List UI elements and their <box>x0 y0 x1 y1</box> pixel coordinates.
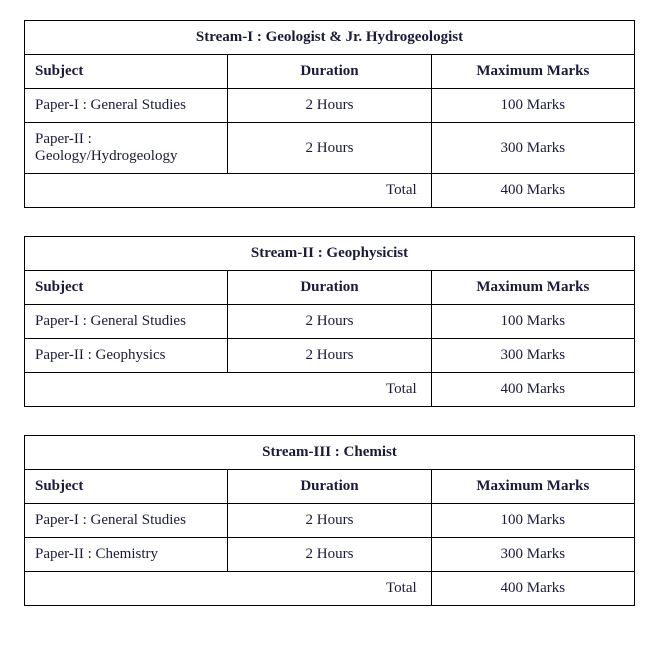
col-header-subject: Subject <box>25 271 228 305</box>
cell-marks: 100 Marks <box>431 504 634 538</box>
table-row: Paper-I : General Studies 2 Hours 100 Ma… <box>25 504 635 538</box>
stream-title-row: Stream-III : Chemist <box>25 436 635 470</box>
total-label: Total <box>25 373 432 407</box>
stream-table-2: Stream-II : Geophysicist Subject Duratio… <box>24 236 635 407</box>
table-row: Paper-II : Geology/Hydrogeology 2 Hours … <box>25 123 635 174</box>
stream-title-row: Stream-II : Geophysicist <box>25 237 635 271</box>
cell-subject: Paper-II : Geology/Hydrogeology <box>25 123 228 174</box>
col-header-marks: Maximum Marks <box>431 55 634 89</box>
total-row: Total 400 Marks <box>25 373 635 407</box>
total-row: Total 400 Marks <box>25 174 635 208</box>
total-label: Total <box>25 174 432 208</box>
stream-title: Stream-I : Geologist & Jr. Hydrogeologis… <box>25 21 635 55</box>
col-header-subject: Subject <box>25 470 228 504</box>
table-row: Paper-I : General Studies 2 Hours 100 Ma… <box>25 89 635 123</box>
stream-title: Stream-III : Chemist <box>25 436 635 470</box>
cell-subject: Paper-II : Geophysics <box>25 339 228 373</box>
cell-marks: 100 Marks <box>431 89 634 123</box>
col-header-duration: Duration <box>228 55 431 89</box>
cell-marks: 300 Marks <box>431 538 634 572</box>
stream-table-1: Stream-I : Geologist & Jr. Hydrogeologis… <box>24 20 635 208</box>
cell-duration: 2 Hours <box>228 538 431 572</box>
total-marks: 400 Marks <box>431 373 634 407</box>
cell-marks: 300 Marks <box>431 123 634 174</box>
table-row: Paper-II : Geophysics 2 Hours 300 Marks <box>25 339 635 373</box>
cell-duration: 2 Hours <box>228 89 431 123</box>
cell-subject: Paper-I : General Studies <box>25 89 228 123</box>
table-header-row: Subject Duration Maximum Marks <box>25 470 635 504</box>
table-row: Paper-II : Chemistry 2 Hours 300 Marks <box>25 538 635 572</box>
cell-subject: Paper-II : Chemistry <box>25 538 228 572</box>
total-marks: 400 Marks <box>431 174 634 208</box>
total-label: Total <box>25 572 432 606</box>
cell-duration: 2 Hours <box>228 305 431 339</box>
stream-title-row: Stream-I : Geologist & Jr. Hydrogeologis… <box>25 21 635 55</box>
table-row: Paper-I : General Studies 2 Hours 100 Ma… <box>25 305 635 339</box>
cell-marks: 100 Marks <box>431 305 634 339</box>
cell-subject: Paper-I : General Studies <box>25 305 228 339</box>
col-header-duration: Duration <box>228 271 431 305</box>
cell-marks: 300 Marks <box>431 339 634 373</box>
cell-duration: 2 Hours <box>228 504 431 538</box>
col-header-marks: Maximum Marks <box>431 470 634 504</box>
cell-duration: 2 Hours <box>228 339 431 373</box>
table-header-row: Subject Duration Maximum Marks <box>25 271 635 305</box>
cell-duration: 2 Hours <box>228 123 431 174</box>
total-row: Total 400 Marks <box>25 572 635 606</box>
stream-table-3: Stream-III : Chemist Subject Duration Ma… <box>24 435 635 606</box>
stream-title: Stream-II : Geophysicist <box>25 237 635 271</box>
table-header-row: Subject Duration Maximum Marks <box>25 55 635 89</box>
col-header-duration: Duration <box>228 470 431 504</box>
cell-subject: Paper-I : General Studies <box>25 504 228 538</box>
col-header-marks: Maximum Marks <box>431 271 634 305</box>
total-marks: 400 Marks <box>431 572 634 606</box>
col-header-subject: Subject <box>25 55 228 89</box>
